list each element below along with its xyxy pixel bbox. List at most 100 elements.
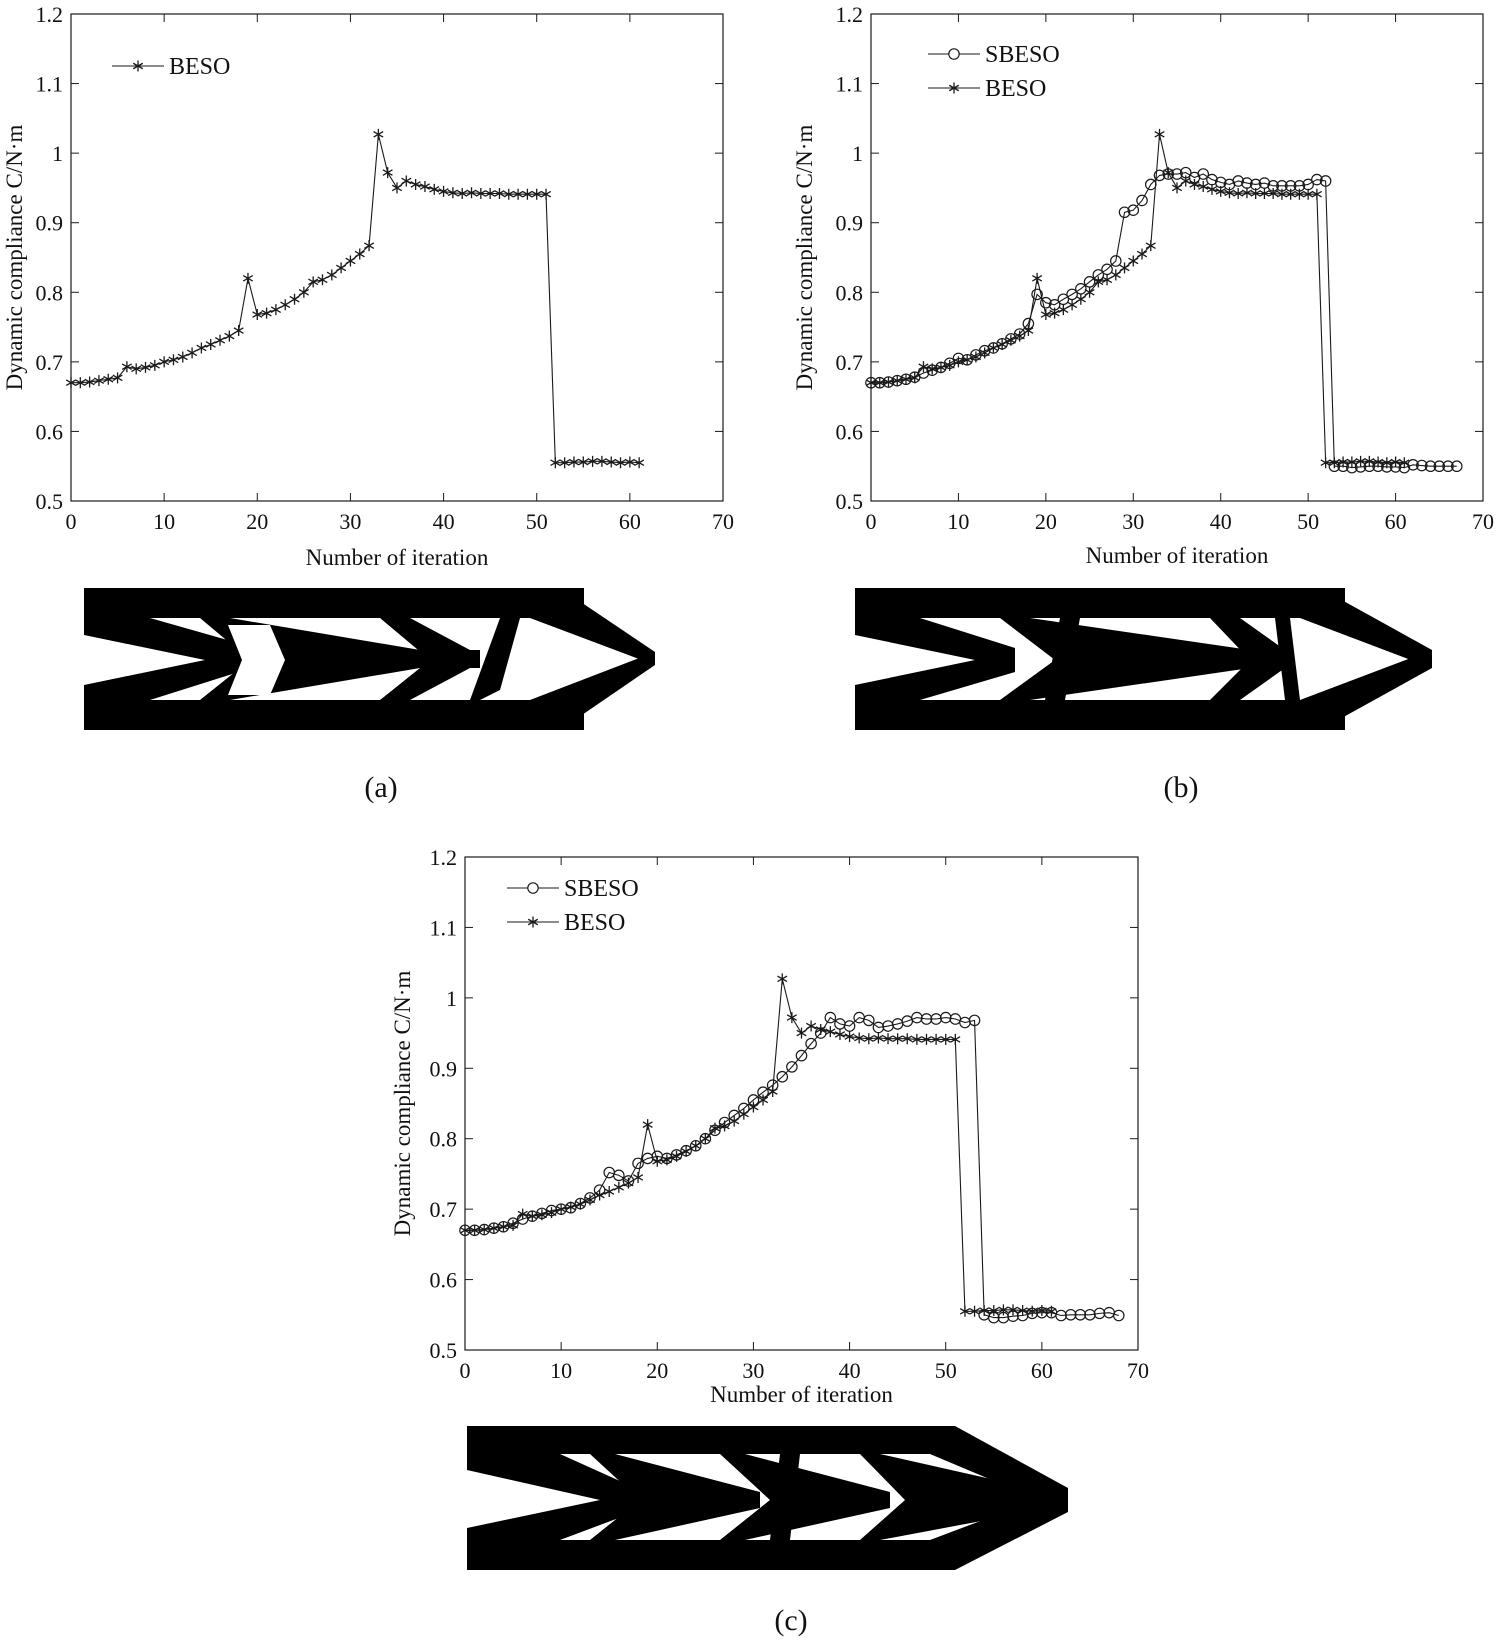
data-point-circle — [613, 1169, 625, 1182]
chart-b: 0 10 20 30 40 50 60 70 0.5 0.6 0.7 0.8 0.9 1 1.1 1.2 Num… — [792, 2, 1494, 568]
data-point-star — [391, 182, 403, 194]
data-point-star — [373, 128, 384, 140]
caption-b: (b) — [1164, 771, 1199, 804]
data-point-star — [447, 187, 458, 199]
data-point-star — [979, 1305, 990, 1317]
x-tick-label: 50 — [526, 509, 548, 534]
data-point-star — [1189, 178, 1200, 190]
data-point-star — [623, 1177, 634, 1189]
data-point-circle — [786, 1061, 798, 1073]
data-point-star — [604, 1186, 615, 1198]
structure-a-hole — [228, 625, 285, 695]
x-tick-label: 0 — [66, 509, 77, 534]
data-point-star — [1259, 187, 1270, 199]
data-point-star — [75, 377, 86, 389]
data-point-star — [459, 1224, 471, 1236]
data-point-star — [289, 293, 300, 305]
data-point-star — [1250, 187, 1261, 199]
y-tick-label: 0.6 — [36, 419, 64, 444]
y-tick-label: 1.1 — [430, 915, 458, 940]
x-tick-label: 10 — [550, 1358, 572, 1383]
legend-label-beso: BESO — [564, 910, 625, 936]
data-point-star — [419, 181, 431, 193]
data-point-star — [634, 457, 645, 469]
x-tick-label: 30 — [1122, 509, 1144, 534]
data-point-star — [1066, 299, 1078, 311]
data-point-star — [578, 456, 589, 468]
data-point-star — [1154, 128, 1165, 140]
data-point-star — [494, 187, 505, 199]
structure-b-web-1 — [1045, 618, 1080, 700]
y-tick-label: 0.5 — [36, 489, 64, 514]
series-beso — [65, 128, 645, 469]
y-axis-label: Dynamic compliance C/N·m — [390, 971, 415, 1237]
data-point-star — [953, 356, 964, 368]
data-point-star — [671, 1150, 682, 1162]
data-point-circle — [1055, 1309, 1067, 1322]
data-point-star — [196, 342, 207, 354]
data-point-star — [1128, 255, 1139, 267]
data-point-star — [177, 351, 188, 363]
data-point-star — [979, 347, 990, 359]
data-point-star — [1058, 304, 1069, 316]
data-point-star — [1032, 272, 1043, 284]
data-point-circle — [1450, 460, 1463, 473]
x-tick-label: 40 — [839, 1358, 861, 1383]
y-tick-label: 0.8 — [836, 280, 864, 305]
data-point-star — [1145, 240, 1156, 252]
data-point-star — [536, 1209, 548, 1221]
data-point-star — [825, 1026, 836, 1038]
data-point-star — [865, 377, 877, 389]
x-tick-label: 70 — [712, 509, 734, 534]
data-point-star — [1049, 307, 1060, 319]
data-point-star — [550, 457, 561, 469]
data-point-circle — [1197, 168, 1210, 180]
data-point-star — [1084, 286, 1095, 298]
data-point-star — [1119, 262, 1130, 274]
legend-marker-circle — [948, 48, 960, 60]
y-tick-label: 0.7 — [36, 350, 64, 375]
data-point-star — [140, 361, 151, 373]
data-point-star — [1014, 330, 1025, 342]
x-tick-label: 20 — [646, 1358, 668, 1383]
data-point-star — [568, 456, 580, 468]
data-point-star — [1163, 167, 1174, 179]
data-point-star — [1171, 182, 1183, 194]
data-point-star — [729, 1115, 740, 1127]
data-point-star — [844, 1031, 855, 1043]
data-point-star — [466, 187, 477, 199]
data-point-star — [594, 1189, 605, 1201]
data-point-star — [927, 363, 938, 375]
data-point-star — [757, 1094, 769, 1106]
data-point-star — [1017, 1305, 1028, 1317]
series-beso — [865, 128, 1410, 469]
x-tick-label: 40 — [433, 509, 455, 534]
data-point-star — [336, 262, 347, 274]
data-point-star — [345, 255, 356, 267]
data-point-star — [883, 376, 894, 388]
data-point-star — [1027, 1305, 1038, 1317]
data-point-star — [892, 375, 903, 387]
structure-b-left-wedge — [855, 618, 1015, 700]
y-tick-label: 1.1 — [36, 72, 64, 97]
data-point-star — [479, 1224, 490, 1236]
structure-c-x-member-3 — [860, 1454, 1040, 1540]
x-axis-label: Number of iteration — [1086, 543, 1269, 568]
x-tick-label: 10 — [947, 509, 969, 534]
data-point-star — [1136, 248, 1148, 260]
data-point-star — [527, 1210, 538, 1222]
data-point-circle — [1110, 255, 1122, 267]
data-point-star — [815, 1024, 826, 1036]
data-point-star — [186, 347, 198, 359]
structure-a-bottom-tip — [530, 652, 655, 730]
data-point-star — [632, 1171, 644, 1183]
data-point-star — [1040, 309, 1051, 321]
data-point-star — [1329, 457, 1340, 469]
data-point-circle — [1064, 1308, 1077, 1321]
data-point-star — [1372, 456, 1384, 468]
data-point-star — [522, 188, 533, 200]
plot-frame — [464, 856, 1139, 1351]
data-point-star — [159, 356, 170, 368]
x-axis-label: Number of iteration — [306, 545, 489, 570]
